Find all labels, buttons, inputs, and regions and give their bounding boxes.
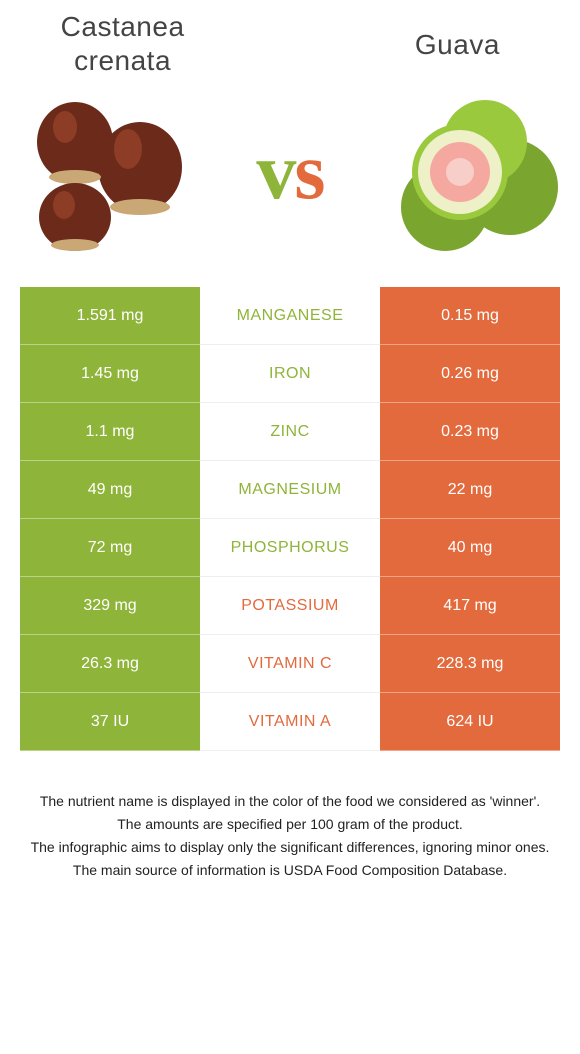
value-left: 37 IU xyxy=(20,693,200,751)
nutrient-name: Magnesium xyxy=(200,461,380,519)
nutrient-name: Vitamin A xyxy=(200,693,380,751)
vs-v: v xyxy=(256,128,294,216)
food-title-right: Guava xyxy=(355,10,560,62)
table-row: 1.1 mgZinc0.23 mg xyxy=(20,403,560,461)
image-row: vs xyxy=(20,87,560,257)
food-title-left: Castanea crenata xyxy=(20,10,225,77)
value-left: 49 mg xyxy=(20,461,200,519)
vs-s: s xyxy=(294,128,323,216)
value-right: 0.15 mg xyxy=(380,287,560,345)
footer-line-2: The amounts are specified per 100 gram o… xyxy=(20,814,560,835)
value-right: 624 IU xyxy=(380,693,560,751)
value-left: 72 mg xyxy=(20,519,200,577)
footer-line-4: The main source of information is USDA F… xyxy=(20,860,560,881)
value-right: 40 mg xyxy=(380,519,560,577)
vs-label: vs xyxy=(256,127,323,218)
value-left: 1.1 mg xyxy=(20,403,200,461)
value-left: 329 mg xyxy=(20,577,200,635)
nutrient-name: Iron xyxy=(200,345,380,403)
value-left: 1.45 mg xyxy=(20,345,200,403)
nutrient-name: Manganese xyxy=(200,287,380,345)
table-row: 1.591 mgManganese0.15 mg xyxy=(20,287,560,345)
footer-line-3: The infographic aims to display only the… xyxy=(20,837,560,858)
nutrient-table: 1.591 mgManganese0.15 mg1.45 mgIron0.26 … xyxy=(20,287,560,751)
infographic-container: Castanea crenata Guava vs xyxy=(0,0,580,881)
value-left: 1.591 mg xyxy=(20,287,200,345)
footer-notes: The nutrient name is displayed in the co… xyxy=(20,791,560,881)
value-right: 22 mg xyxy=(380,461,560,519)
guava-image xyxy=(390,87,560,257)
value-right: 0.23 mg xyxy=(380,403,560,461)
table-row: 26.3 mgVitamin C228.3 mg xyxy=(20,635,560,693)
value-right: 417 mg xyxy=(380,577,560,635)
table-row: 72 mgPhosphorus40 mg xyxy=(20,519,560,577)
value-right: 228.3 mg xyxy=(380,635,560,693)
nutrient-name: Phosphorus xyxy=(200,519,380,577)
value-left: 26.3 mg xyxy=(20,635,200,693)
table-row: 1.45 mgIron0.26 mg xyxy=(20,345,560,403)
nutrient-name: Potassium xyxy=(200,577,380,635)
nutrient-name: Zinc xyxy=(200,403,380,461)
nutrient-name: Vitamin C xyxy=(200,635,380,693)
table-row: 37 IUVitamin A624 IU xyxy=(20,693,560,751)
value-right: 0.26 mg xyxy=(380,345,560,403)
table-row: 49 mgMagnesium22 mg xyxy=(20,461,560,519)
table-row: 329 mgPotassium417 mg xyxy=(20,577,560,635)
header-row: Castanea crenata Guava xyxy=(20,10,560,77)
chestnut-image xyxy=(20,87,190,257)
footer-line-1: The nutrient name is displayed in the co… xyxy=(20,791,560,812)
